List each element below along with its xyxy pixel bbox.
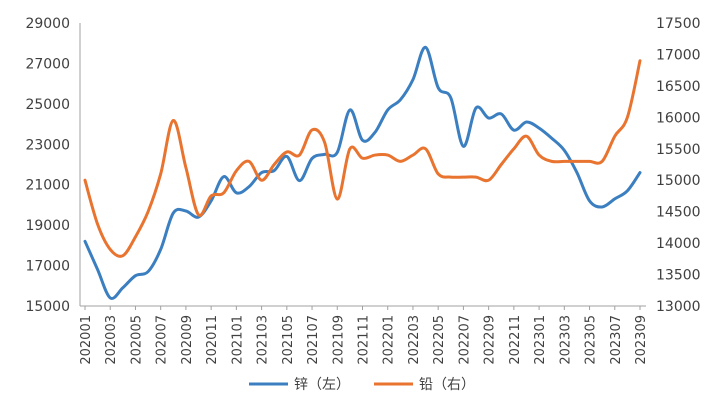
right-axis: 13000 13500 14000 14500 15000 15500 16000 16500… <box>656 16 701 315</box>
series-line-lead <box>83 59 642 258</box>
y-left-tick-label: 27000 <box>25 56 70 72</box>
x-tick-label: 202201 <box>382 315 397 365</box>
series-line-zinc <box>83 45 642 300</box>
y-left-tick-label: 29000 <box>25 16 70 32</box>
x-tick-label: 202103 <box>256 315 271 365</box>
y-right-tick-label: 16500 <box>656 79 701 95</box>
x-tick-label: 202209 <box>483 315 498 365</box>
x-tick-label: 202205 <box>432 315 447 365</box>
x-tick-label: 202011 <box>205 315 220 365</box>
legend-label-lead: 铅（右） <box>419 377 475 393</box>
x-tick-label: 202203 <box>407 315 422 365</box>
y-left-tick-label: 17000 <box>25 259 70 275</box>
y-left-tick-label: 15000 <box>25 299 70 315</box>
y-right-tick-label: 14500 <box>656 205 701 221</box>
x-tick-label: 202303 <box>558 315 573 365</box>
y-right-tick-label: 17000 <box>656 47 701 63</box>
y-left-tick-label: 25000 <box>25 97 70 113</box>
y-right-tick-label: 14000 <box>656 236 701 252</box>
x-tick-label: 202007 <box>155 315 170 365</box>
x-tick-label: 202109 <box>331 315 346 365</box>
y-right-tick-label: 13500 <box>656 268 701 284</box>
x-tick-label: 202307 <box>609 315 624 365</box>
x-tick-label: 202111 <box>357 315 372 365</box>
y-left-tick-label: 23000 <box>25 137 70 153</box>
y-right-tick-label: 13000 <box>656 299 701 315</box>
x-tick-label: 202107 <box>306 315 321 365</box>
x-tick-label: 202301 <box>533 315 548 365</box>
x-tick-label: 202001 <box>79 315 94 365</box>
x-tick-label: 202305 <box>584 315 599 365</box>
legend-label-zinc: 锌（左） <box>294 377 350 393</box>
x-tick-label: 202101 <box>230 315 245 365</box>
x-axis: 202001 202003 202005 202007 202009 202011 2021… <box>79 305 649 365</box>
legend: 锌（左） 铅（右） <box>249 377 475 393</box>
y-right-tick-label: 15500 <box>656 142 701 158</box>
left-axis: 15000 17000 19000 21000 23000 25000 27000 29000 <box>25 16 81 315</box>
x-tick-label: 202005 <box>129 315 144 365</box>
y-left-tick-label: 19000 <box>25 218 70 234</box>
series-layer <box>83 45 642 300</box>
y-right-tick-label: 15000 <box>656 173 701 189</box>
x-tick-label: 202309 <box>634 315 649 365</box>
x-tick-label: 202003 <box>104 315 119 365</box>
x-tick-label: 202207 <box>457 315 472 365</box>
y-left-tick-label: 21000 <box>25 178 70 194</box>
x-tick-label: 202009 <box>180 315 195 365</box>
y-right-tick-label: 16000 <box>656 110 701 126</box>
x-tick-label: 202211 <box>508 315 523 365</box>
x-tick-label: 202105 <box>281 315 296 365</box>
y-right-tick-label: 17500 <box>656 16 701 32</box>
